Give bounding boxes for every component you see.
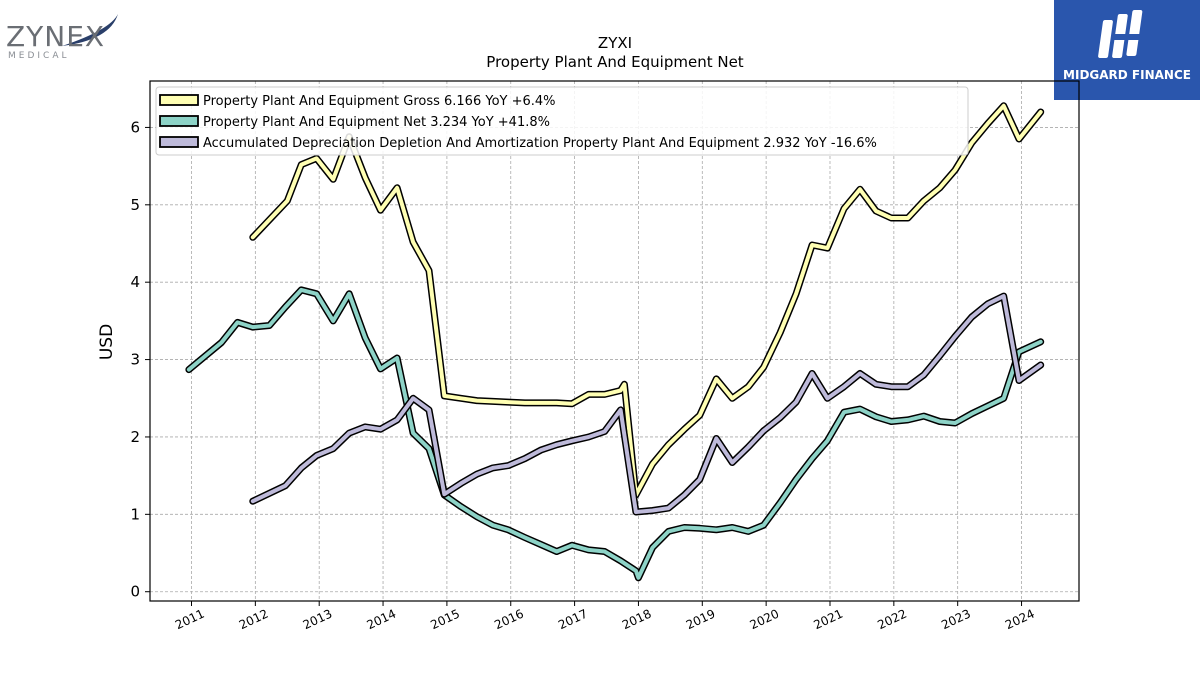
x-tick-label: 2016: [492, 607, 526, 633]
legend-swatch-2: [159, 136, 199, 148]
x-tick-label: 2020: [748, 607, 782, 633]
chart-title: ZYXI: [598, 34, 632, 52]
y-tick-label: 1: [130, 505, 140, 523]
x-tick-label: 2024: [1003, 607, 1037, 633]
series-lines: [185, 102, 1045, 582]
axes: 2011 2012 2013 2014 2015 2016 2017 2018 2019 2020…: [130, 118, 1036, 632]
series-2-line: [250, 294, 1043, 514]
logo-sub: MEDICAL: [8, 51, 70, 61]
y-tick-label: 3: [130, 351, 140, 369]
zynex-medical-logo: ZYNEX MEDICAL: [0, 0, 130, 70]
legend-swatch-0: [159, 94, 199, 106]
legend-box: [155, 86, 969, 156]
x-tick-label: 2013: [301, 607, 335, 633]
logo-name: ZYNEX: [6, 20, 105, 53]
logo-brand-text: MIDGARD FINANCE: [1063, 68, 1191, 82]
x-tick-label: 2021: [811, 607, 845, 633]
midgard-finance-logo: MIDGARD FINANCE: [1054, 0, 1200, 100]
series-1-outline: [185, 286, 1045, 582]
series-0-line: [250, 103, 1043, 497]
x-tick-label: 2012: [237, 607, 271, 633]
y-tick-label: 0: [130, 583, 140, 601]
midgard-mark-icon: [1098, 10, 1143, 58]
x-tick-label: 2018: [620, 607, 654, 633]
x-tick-label: 2015: [428, 607, 462, 633]
y-tick-label: 4: [130, 273, 140, 291]
grid: [150, 81, 1079, 601]
series-2-outline: [249, 292, 1045, 516]
y-axis-label: USD: [97, 324, 117, 360]
y-tick-label: 6: [130, 118, 140, 136]
plot-frame: [149, 80, 1080, 602]
legend-label-2: Accumulated Depreciation Depletion And A…: [203, 136, 877, 151]
logo-swoosh: [62, 14, 118, 46]
x-tick-label: 2014: [365, 607, 399, 633]
legend-label-1: Property Plant And Equipment Net 3.234 Y…: [203, 115, 550, 130]
chart-subtitle: Property Plant And Equipment Net: [486, 53, 743, 71]
x-tick-label: 2017: [556, 607, 590, 633]
x-tick-label: 2023: [939, 607, 973, 633]
y-tick-label: 5: [130, 196, 140, 214]
series-1-line: [186, 287, 1043, 580]
x-tick-label: 2019: [684, 607, 718, 633]
y-tick-label: 2: [130, 428, 140, 446]
series-0-outline: [249, 102, 1045, 499]
x-tick-label: 2011: [173, 607, 207, 633]
x-tick-label: 2022: [875, 607, 909, 633]
legend-swatch-1: [159, 115, 199, 127]
legend: Property Plant And Equipment Gross 6.166…: [155, 86, 969, 156]
legend-label-0: Property Plant And Equipment Gross 6.166…: [203, 94, 556, 109]
